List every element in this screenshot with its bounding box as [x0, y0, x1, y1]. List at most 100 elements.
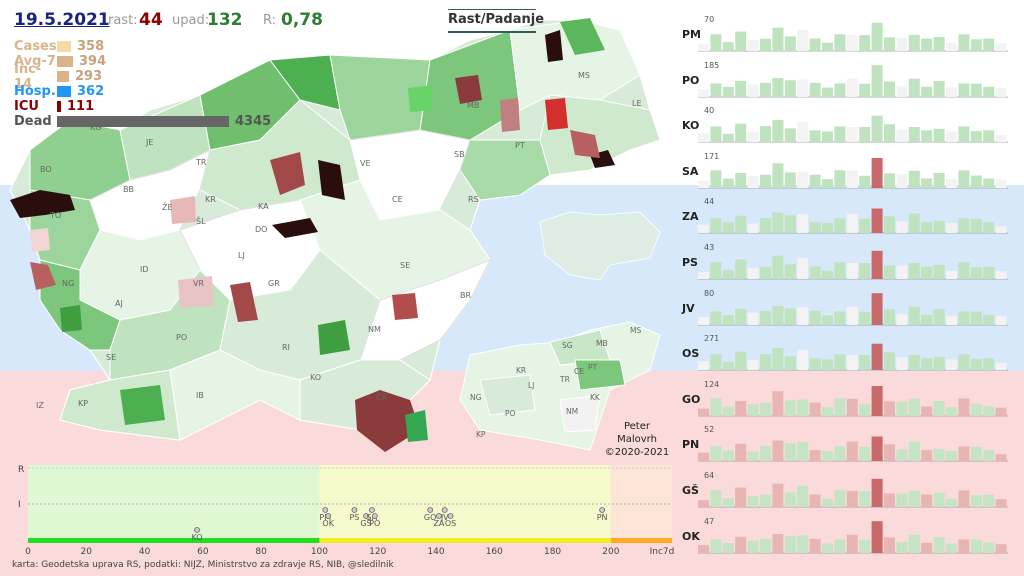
sparkline-bar: [970, 539, 982, 553]
region-chart-os[interactable]: OS 271: [676, 333, 1014, 379]
sparkline-bar: [921, 314, 933, 325]
sparkline-bar: [834, 170, 846, 188]
strip-point-pn: [599, 507, 606, 513]
sparkline-bar: [735, 172, 747, 188]
stat-row-hosp-: Hosp. 362: [14, 84, 104, 99]
inset-map[interactable]: [459, 211, 661, 451]
zone-orange: [610, 465, 672, 538]
sparkline-bar: [760, 402, 771, 416]
region-chart-sa[interactable]: SA 171: [676, 151, 1014, 197]
sparkline-bar: [921, 178, 933, 188]
region-max-value: 171: [704, 151, 720, 161]
rast-padanje-toggle[interactable]: Rast/Padanje: [448, 9, 544, 33]
region-sparkline: [698, 157, 1008, 189]
sparkline-bar: [846, 34, 858, 51]
sparkline-bar: [834, 490, 846, 507]
region-chart-ok[interactable]: OK 47: [676, 516, 1014, 562]
sparkline-bar: [735, 536, 747, 553]
svg-text:KR: KR: [516, 366, 526, 375]
sparkline-bar: [970, 311, 982, 325]
svg-text:PT: PT: [515, 141, 525, 150]
strip-point-label: PS: [349, 513, 359, 522]
sparkline-bar: [797, 350, 809, 371]
svg-text:TR: TR: [195, 158, 207, 167]
svg-text:MS: MS: [630, 326, 641, 335]
strip-point-gš: [363, 513, 369, 519]
sparkline-bar: [995, 179, 1007, 188]
region-chart-ps[interactable]: PS 43: [676, 242, 1014, 288]
sparkline-bar: [921, 494, 933, 507]
sparkline-bar: [747, 40, 759, 51]
region-chart-jv[interactable]: JV 80: [676, 288, 1014, 334]
sparkline-bar: [933, 356, 945, 371]
sparkline-bar: [735, 444, 747, 462]
region-chart-ko[interactable]: KO 40: [676, 105, 1014, 151]
strip-x-axis-end: Inc7d: [650, 547, 675, 557]
sparkline-bar: [772, 212, 784, 234]
sparkline-bar: [933, 80, 945, 97]
stat-label: Dead: [14, 114, 52, 129]
sparkline-bar: [871, 343, 883, 371]
sparkline-bar: [859, 403, 871, 416]
sparkline-bar: [735, 216, 747, 234]
sparkline-bar: [995, 407, 1007, 416]
sparkline-bar: [846, 262, 858, 279]
sparkline-bar: [946, 178, 957, 188]
sparkline-bar: [760, 38, 771, 51]
author-credit: Peter Malovrh ©2020-2021: [602, 420, 672, 459]
sparkline-bar: [772, 120, 784, 143]
sparkline-bar: [908, 355, 920, 371]
sparkline-bar: [710, 354, 722, 371]
stat-value: 358: [77, 39, 105, 54]
sparkline-bar: [784, 172, 796, 188]
sparkline-bar: [747, 223, 759, 234]
sparkline-bar: [760, 82, 771, 97]
sparkline-bar: [760, 446, 771, 462]
sparkline-bar: [760, 174, 771, 188]
region-sparkline: [698, 22, 1008, 52]
sparkline-bar: [760, 218, 771, 234]
sparkline-bar: [871, 115, 883, 143]
strip-x-tick: 20: [81, 547, 93, 557]
region-chart-pn[interactable]: PN 52: [676, 424, 1014, 470]
sparkline-bar: [958, 170, 970, 188]
region-label: PO: [682, 73, 700, 87]
sparkline-bar: [797, 214, 809, 234]
region-chart-za[interactable]: ZA 44: [676, 196, 1014, 242]
strip-point-label: GO: [424, 513, 437, 522]
sparkline-bar: [797, 79, 809, 97]
sparkline-bar: [822, 178, 833, 188]
slovenia-municipality-map[interactable]: MS MB PT LE KG JE BO TR SB VE BB ŽE KR KA CE RS TO Š…: [0, 0, 676, 460]
region-sparkline: [698, 343, 1008, 371]
highlighted-municipalities[interactable]: [10, 18, 615, 452]
sparkline-bar: [722, 86, 734, 97]
svg-text:GR: GR: [268, 279, 280, 288]
strip-x-tick: 40: [139, 547, 151, 557]
strip-point-label: OK: [322, 519, 334, 528]
sparkline-bar: [822, 498, 833, 507]
sparkline-bar: [834, 446, 846, 462]
region-max-value: 124: [704, 379, 720, 389]
region-chart-gš[interactable]: GŠ 64: [676, 470, 1014, 516]
region-sparkline: [698, 115, 1008, 143]
strip-point-label: OS: [445, 519, 456, 528]
strip-point-os: [447, 513, 454, 519]
main-map-municipalities[interactable]: [9, 19, 661, 441]
region-chart-po[interactable]: PO 185: [676, 60, 1014, 106]
sparkline-bar: [908, 262, 920, 279]
sparkline-bar: [983, 494, 995, 507]
sparkline-bar: [698, 453, 709, 462]
sparkline-bar: [710, 126, 722, 143]
region-chart-pm[interactable]: PM 70: [676, 14, 1014, 60]
sparkline-bar: [797, 257, 809, 279]
sparkline-bar: [946, 451, 957, 462]
sparkline-bar: [809, 266, 821, 279]
sparkline-bar: [846, 534, 858, 553]
sparkline-bar: [797, 399, 809, 416]
sparkline-bar: [908, 490, 920, 507]
region-sparkline: [698, 385, 1008, 417]
sparkline-bar: [809, 222, 821, 234]
region-chart-go[interactable]: GO 124: [676, 379, 1014, 425]
sparkline-bar: [772, 533, 784, 553]
